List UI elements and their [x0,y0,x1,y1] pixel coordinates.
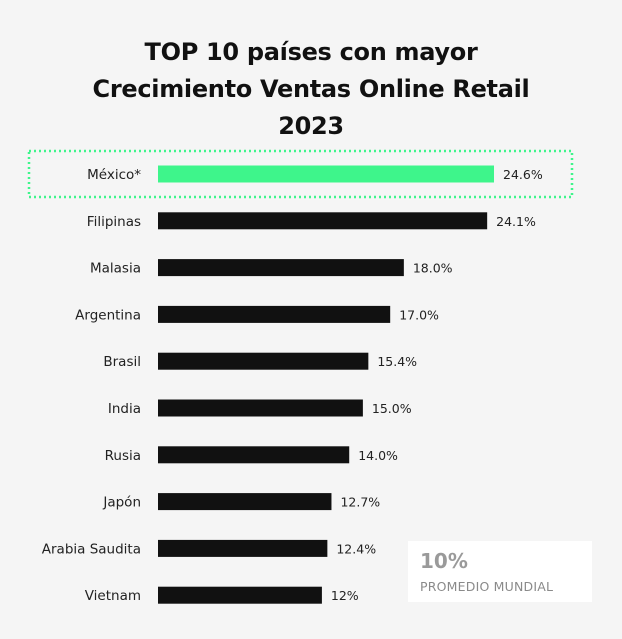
bar [158,165,494,183]
category-label: Japón [102,495,141,511]
data-label: 24.6% [503,167,543,182]
bar [158,446,350,464]
chart-title: TOP 10 países con mayor Crecimiento Vent… [0,34,622,145]
world-average-badge: 10% PROMEDIO MUNDIAL [408,541,592,602]
bar [158,305,391,323]
category-label: Argentina [75,307,141,323]
category-label: Vietnam [85,588,141,604]
category-label: Arabia Saudita [42,541,141,557]
data-label: 24.1% [496,214,536,229]
category-label: India [108,401,141,417]
data-label: 12.7% [340,495,380,510]
bar [158,539,328,557]
data-label: 18.0% [413,261,453,276]
data-label: 14.0% [358,448,398,463]
chart-title-line-1: TOP 10 países con mayor [144,38,478,66]
category-label: Malasia [90,261,141,277]
data-label: 12.4% [336,541,376,556]
bar [158,493,332,511]
data-label: 15.0% [372,401,412,416]
chart-title-line-2: Crecimiento Ventas Online Retail [92,75,530,103]
chart-title-line-3: 2023 [278,112,344,140]
bar [158,212,488,230]
bar [158,259,404,277]
category-label: Brasil [103,354,141,370]
category-label: Rusia [105,448,141,464]
data-label: 12% [331,588,359,603]
bar [158,352,369,370]
category-label: Filipinas [87,214,141,230]
category-label: México* [87,167,141,183]
data-label: 15.4% [377,354,417,369]
bar [158,586,322,604]
world-average-label: PROMEDIO MUNDIAL [420,579,554,594]
highlight-box [27,149,574,199]
bar [158,399,363,417]
data-label: 17.0% [399,307,439,322]
world-average-value: 10% [420,549,468,573]
